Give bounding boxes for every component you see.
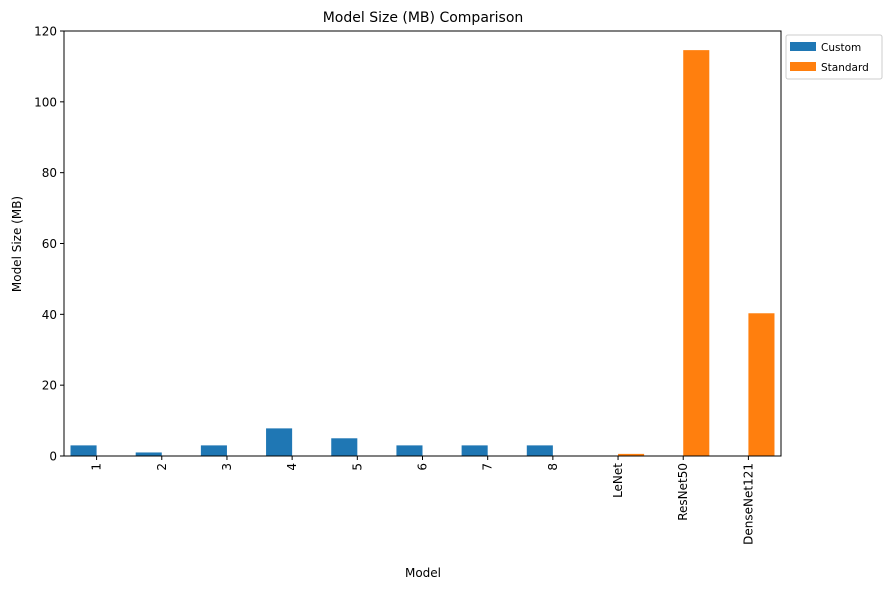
- bar-standard-densenet121: [748, 313, 775, 456]
- legend-swatch-custom: [790, 42, 816, 51]
- bar-custom-2: [135, 452, 162, 456]
- legend-label-custom: Custom: [821, 42, 861, 54]
- x-tick-label: DenseNet121: [741, 463, 755, 545]
- bars-layer: [70, 50, 775, 457]
- y-tick-label: 0: [49, 450, 57, 464]
- x-tick-label: 8: [546, 463, 560, 471]
- x-tick-label: 7: [481, 463, 495, 471]
- y-axis-label: Model Size (MB): [10, 196, 24, 292]
- x-tick-label: 6: [416, 463, 430, 471]
- y-tick-label: 40: [42, 308, 57, 322]
- x-tick-label: 5: [350, 463, 364, 471]
- bar-standard-lenet: [618, 453, 645, 457]
- legend-swatch-standard: [790, 62, 816, 71]
- y-tick-label: 80: [42, 166, 57, 180]
- chart-title: Model Size (MB) Comparison: [323, 10, 524, 26]
- plot-frame: [63, 30, 782, 457]
- bar-custom-5: [331, 438, 358, 456]
- bar-standard-resnet50: [683, 50, 710, 457]
- y-tick-label: 100: [34, 95, 57, 109]
- x-tick-label: ResNet50: [676, 463, 690, 521]
- bar-custom-3: [200, 445, 227, 457]
- y-axis: 0 20 40 60 80 100 120: [34, 25, 64, 464]
- legend: Custom Standard: [785, 34, 883, 80]
- bar-custom-6: [396, 445, 423, 457]
- bar-custom-8: [526, 445, 553, 457]
- x-axis: 1 2 3 4 5 6 7 8 LeNet ResNet50 DenseNet121: [90, 456, 755, 545]
- y-tick-label: 120: [34, 25, 57, 39]
- x-axis-label: Model: [405, 566, 441, 580]
- x-tick-label: LeNet: [611, 463, 625, 498]
- x-tick-label: 1: [90, 463, 104, 471]
- x-tick-label: 3: [220, 463, 234, 471]
- y-tick-label: 20: [42, 379, 57, 393]
- y-tick-label: 60: [42, 237, 57, 251]
- bar-custom-4: [266, 428, 293, 457]
- legend-label-standard: Standard: [821, 62, 869, 74]
- x-tick-label: 4: [285, 463, 299, 471]
- x-tick-label: 2: [155, 463, 169, 471]
- bar-custom-7: [461, 445, 488, 457]
- bar-custom-1: [70, 445, 97, 457]
